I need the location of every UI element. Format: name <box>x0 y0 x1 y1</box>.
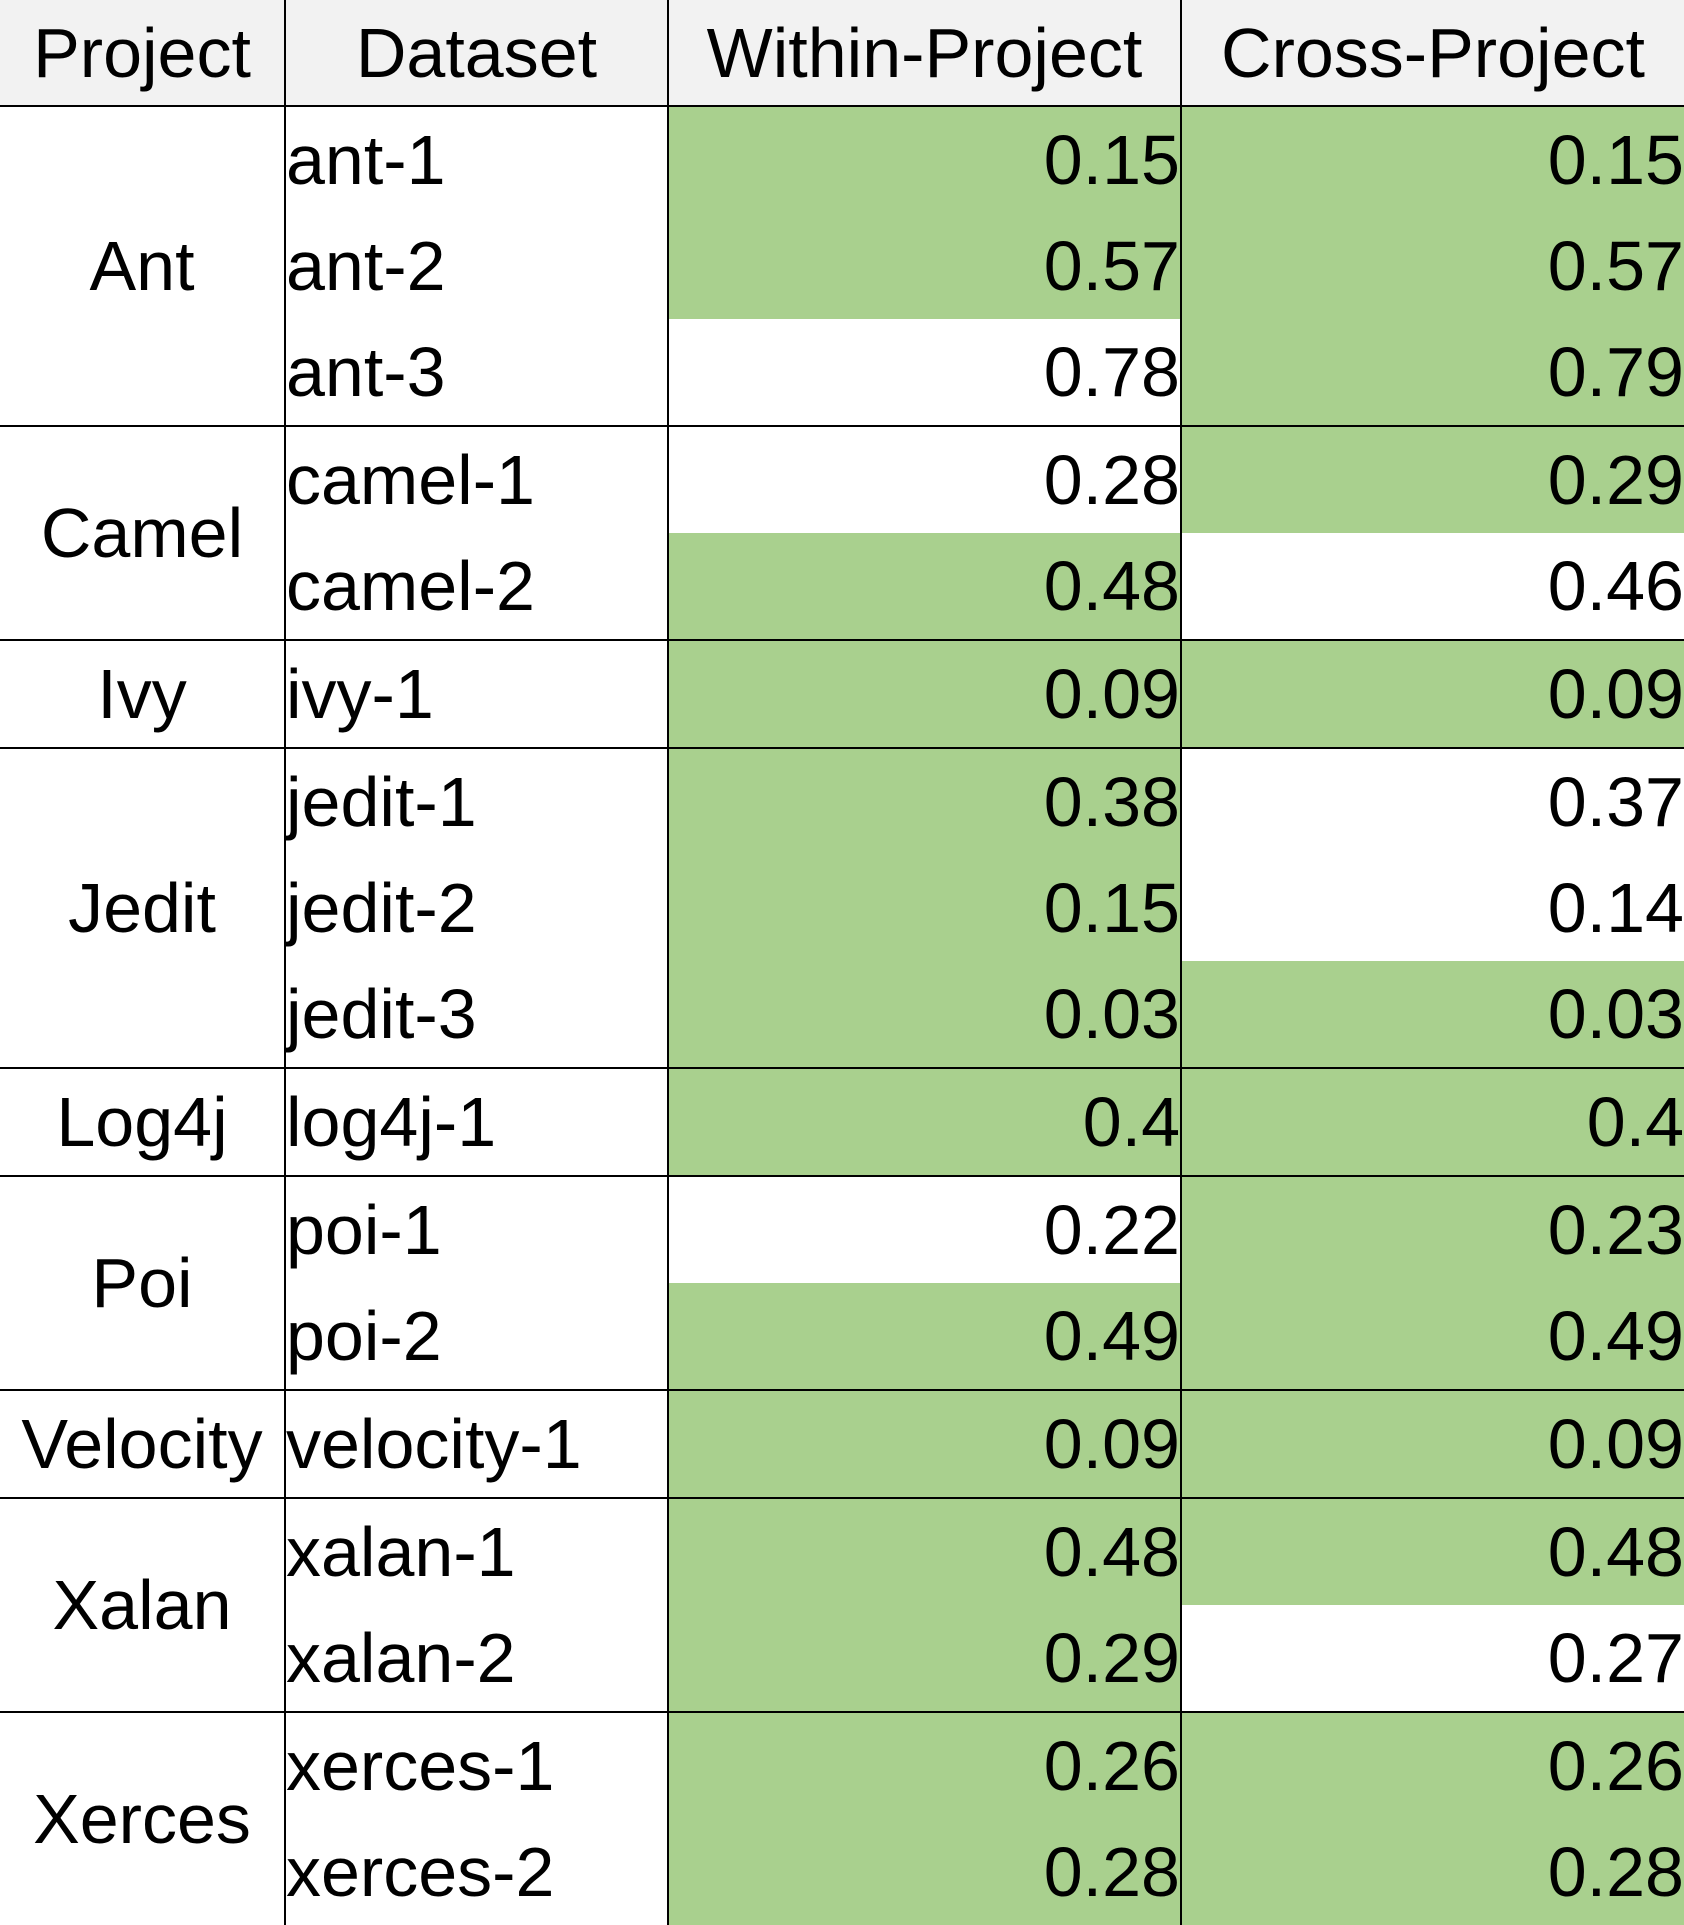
cross-project-value-cell: 0.26 <box>1181 1711 1684 1819</box>
within-project-value-cell: 0.48 <box>668 1497 1182 1605</box>
cross-project-value-cell: 0.14 <box>1181 855 1684 961</box>
dataset-cell: camel-1 <box>285 425 669 533</box>
cross-project-value-cell: 0.79 <box>1181 319 1684 426</box>
within-project-value-cell: 0.49 <box>668 1283 1182 1390</box>
dataset-cell: camel-2 <box>285 533 669 640</box>
project-cell: Jedit <box>0 747 286 1068</box>
table-row: ant-2 0.57 0.57 <box>0 213 1684 319</box>
table-row: Poi poi-1 0.22 0.23 <box>0 1175 1684 1390</box>
dataset-cell: xalan-1 <box>285 1497 669 1605</box>
dataset-cell: poi-2 <box>285 1283 669 1390</box>
cross-project-value-cell: 0.57 <box>1181 213 1684 319</box>
project-cell: Xalan <box>0 1497 286 1712</box>
column-header-cross-project: Cross-Project <box>1181 0 1684 107</box>
table-row: Velocity velocity-1 0.09 0.09 <box>0 1389 1684 1498</box>
within-project-value-cell: 0.48 <box>668 533 1182 640</box>
within-project-value-cell: 0.29 <box>668 1605 1182 1712</box>
dataset-cell: ant-2 <box>285 213 669 319</box>
table-row: Ivy ivy-1 0.09 0.09 <box>0 639 1684 748</box>
dataset-cell: ant-3 <box>285 319 669 426</box>
cross-project-value-cell: 0.09 <box>1181 639 1684 748</box>
table-body: Ant ant-1 0.15 0.15 ant-2 0.57 0.57 ant-3 0.78 0.… <box>0 106 1684 1925</box>
within-project-value-cell: 0.09 <box>668 1389 1182 1498</box>
within-project-value-cell: 0.78 <box>668 319 1182 426</box>
dataset-cell: ant-1 <box>285 106 669 213</box>
dataset-cell: xerces-1 <box>285 1711 669 1819</box>
within-project-value-cell: 0.15 <box>668 855 1182 961</box>
within-project-value-cell: 0.26 <box>668 1711 1182 1819</box>
table-row: Jedit jedit-1 0.38 0.37 <box>0 747 1684 1068</box>
project-cell: Camel <box>0 425 286 640</box>
project-cell: Xerces <box>0 1711 286 1925</box>
table-row: Xalan xalan-1 0.48 0.48 <box>0 1497 1684 1712</box>
within-project-value-cell: 0.28 <box>668 425 1182 533</box>
cross-project-value-cell: 0.48 <box>1181 1497 1684 1605</box>
project-cell: Ivy <box>0 639 286 748</box>
project-cell: Log4j <box>0 1067 286 1176</box>
dataset-cell: poi-1 <box>285 1175 669 1283</box>
dataset-cell: xalan-2 <box>285 1605 669 1712</box>
dataset-cell: xerces-2 <box>285 1819 669 1925</box>
dataset-cell: log4j-1 <box>285 1067 669 1176</box>
within-project-value-cell: 0.38 <box>668 747 1182 855</box>
project-cell: Ant <box>0 106 286 426</box>
table-row: Log4j log4j-1 0.4 0.4 <box>0 1067 1684 1176</box>
within-project-value-cell: 0.22 <box>668 1175 1182 1283</box>
cross-project-value-cell: 0.09 <box>1181 1389 1684 1498</box>
cross-project-value-cell: 0.23 <box>1181 1175 1684 1283</box>
table-row: camel-2 0.48 0.46 <box>0 533 1684 640</box>
cross-project-value-cell: 0.15 <box>1181 106 1684 213</box>
cross-project-value-cell: 0.29 <box>1181 425 1684 533</box>
table-row: xerces-2 0.28 0.28 <box>0 1819 1684 1925</box>
within-project-value-cell: 0.4 <box>668 1067 1182 1176</box>
dataset-cell: velocity-1 <box>285 1389 669 1498</box>
table-row: Ant ant-1 0.15 0.15 <box>0 106 1684 426</box>
table-row: ant-3 0.78 0.79 <box>0 319 1684 426</box>
cross-project-value-cell: 0.4 <box>1181 1067 1684 1176</box>
within-project-value-cell: 0.03 <box>668 961 1182 1068</box>
within-project-value-cell: 0.28 <box>668 1819 1182 1925</box>
table-row: xalan-2 0.29 0.27 <box>0 1605 1684 1712</box>
table-row: jedit-2 0.15 0.14 <box>0 855 1684 961</box>
cross-project-value-cell: 0.46 <box>1181 533 1684 640</box>
table-header: Project Dataset Within-Project Cross-Pro… <box>0 0 1684 107</box>
column-header-dataset: Dataset <box>285 0 669 107</box>
table-row: jedit-3 0.03 0.03 <box>0 961 1684 1068</box>
within-project-value-cell: 0.57 <box>668 213 1182 319</box>
cross-project-value-cell: 0.49 <box>1181 1283 1684 1390</box>
project-cell: Velocity <box>0 1389 286 1498</box>
column-header-within-project: Within-Project <box>668 0 1182 107</box>
project-cell: Poi <box>0 1175 286 1390</box>
cross-project-value-cell: 0.37 <box>1181 747 1684 855</box>
table-row: poi-2 0.49 0.49 <box>0 1283 1684 1390</box>
cross-project-value-cell: 0.27 <box>1181 1605 1684 1712</box>
table-row: Xerces xerces-1 0.26 0.26 <box>0 1711 1684 1925</box>
dataset-cell: jedit-2 <box>285 855 669 961</box>
dataset-cell: jedit-3 <box>285 961 669 1068</box>
table-row: Camel camel-1 0.28 0.29 <box>0 425 1684 640</box>
cross-project-value-cell: 0.03 <box>1181 961 1684 1068</box>
column-header-project: Project <box>0 0 286 107</box>
header-row: Project Dataset Within-Project Cross-Pro… <box>0 0 1684 107</box>
dataset-cell: jedit-1 <box>285 747 669 855</box>
within-project-value-cell: 0.15 <box>668 106 1182 213</box>
dataset-cell: ivy-1 <box>285 639 669 748</box>
cross-project-value-cell: 0.28 <box>1181 1819 1684 1925</box>
within-project-value-cell: 0.09 <box>668 639 1182 748</box>
